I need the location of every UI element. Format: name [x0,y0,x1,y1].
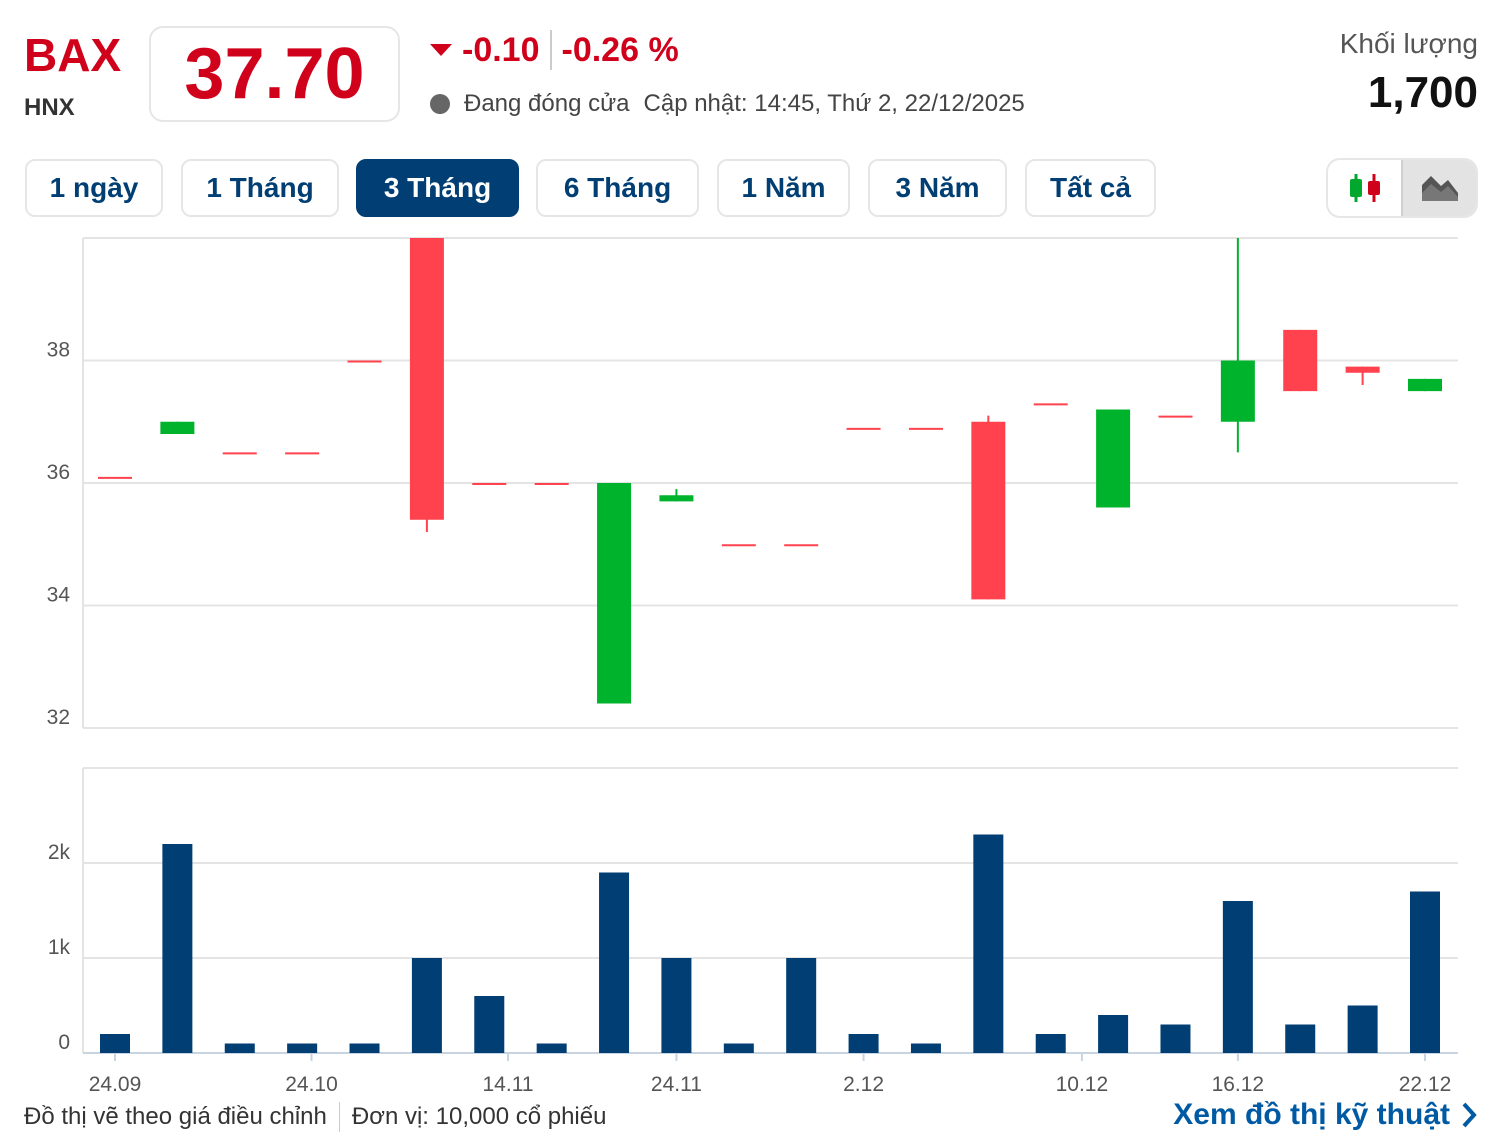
current-price: 37.70 [149,26,400,122]
chart-type-switch [1326,158,1478,218]
y-tick-label: 38 [47,339,70,362]
candle-body [1096,409,1131,508]
candle-body [285,452,320,455]
technical-chart-link[interactable]: Xem đồ thị kỹ thuật [1173,1098,1478,1132]
volume-value: 1,700 [1367,68,1478,117]
x-tick-label: 24.11 [651,1073,702,1096]
volume-tick-label: 2k [48,841,71,864]
x-tick-label: 14.11 [483,1073,534,1096]
volume-bar [287,1043,318,1053]
volume-tick-label: 1k [48,936,71,959]
candle-body [1345,366,1380,373]
candle-body [409,238,444,520]
candle-body [98,476,132,479]
volume-bar [1347,1005,1378,1053]
volume-bar [1410,891,1440,1053]
volume-tick-label: 0 [58,1031,70,1054]
market-status: Đang đóng cửa Cập nhật: 14:45, Thứ 2, 22… [430,90,1025,118]
divider [338,1102,340,1132]
area-chart-icon [1421,176,1458,201]
volume-bar [411,958,442,1053]
candle-body [908,427,943,430]
volume-label: Khối lượng [1339,28,1478,59]
candlestick-button[interactable] [1328,160,1401,216]
volume-bar [1160,1024,1191,1053]
volume-bar [973,834,1004,1053]
tab-period[interactable]: 1 ngày [25,159,163,217]
area-chart-button[interactable] [1401,160,1476,216]
chart-footer: Đồ thị vẽ theo giá điều chỉnh Đơn vị: 10… [24,1102,606,1132]
volume-bar [661,958,692,1053]
chevron-right-icon [1462,1102,1477,1128]
volume-bar [536,1043,567,1053]
tab-period[interactable]: 3 Tháng [356,159,519,217]
volume-bar [786,958,817,1053]
candle-body [659,495,694,502]
volume-bar [349,1043,380,1053]
candle-body [1408,378,1442,392]
candle-body [784,544,819,547]
x-tick-label: 10.12 [1056,1073,1109,1096]
unit-note: Đơn vị: 10,000 cổ phiếu [351,1103,607,1130]
volume-bar [100,1034,130,1053]
change-percent: -0.26 % [561,30,679,69]
x-tick-label: 2.12 [843,1073,884,1096]
volume-bar [723,1043,754,1053]
y-tick-label: 32 [47,706,70,729]
candle-body [1033,403,1068,406]
volume-bar [1285,1024,1316,1053]
candle-body [160,421,195,434]
candle-body [971,421,1006,600]
price-volume-chart: 32 34 36 38 0 1k 2k 24.09 24.10 14.11 24.11 2.12 10.… [47,237,1458,1096]
candle-body [846,427,881,430]
tab-period[interactable]: 3 Năm [868,159,1007,217]
x-tick-label: 16.12 [1212,1073,1265,1096]
volume-bar [599,872,630,1053]
x-tick-label: 22.12 [1399,1073,1452,1096]
divider [549,30,552,70]
volume-bar [848,1034,879,1053]
exchange-label: HNX [24,94,75,121]
candle-body [1283,329,1318,392]
adjusted-price-note: Đồ thị vẽ theo giá điều chỉnh [24,1103,327,1130]
y-tick-label: 34 [47,584,71,607]
volume-bar [1035,1034,1066,1053]
technical-chart-link-label: Xem đồ thị kỹ thuật [1173,1098,1450,1131]
volume-bar [162,844,193,1053]
candle-body [721,544,756,547]
tab-period[interactable]: 6 Tháng [536,159,699,217]
tab-period[interactable]: 1 Năm [717,159,850,217]
candlestick-icon [1349,174,1380,202]
tab-period[interactable]: Tất cả [1025,159,1156,217]
volume-bar [910,1043,941,1053]
volume-bar [474,996,505,1053]
status-text: Đang đóng cửa [464,90,630,117]
change-value: -0.10 [462,30,540,69]
down-arrow-icon [430,44,452,56]
stock-symbol: BAX [24,29,122,81]
x-tick-label: 24.10 [285,1073,338,1096]
status-dot-icon [430,94,450,114]
candle-body [1220,360,1255,422]
x-tick-label: 24.09 [89,1073,142,1096]
update-time: Cập nhật: 14:45, Thứ 2, 22/12/2025 [643,90,1025,117]
candle-body [534,483,569,485]
y-tick-label: 36 [47,461,70,484]
volume-bar [1098,1015,1129,1053]
candle-body [1158,415,1193,418]
candle-body [472,483,507,485]
tab-period[interactable]: 1 Tháng [181,159,339,217]
volume-bar [1222,901,1253,1053]
candle-body [347,360,382,363]
candle-body [222,452,257,455]
candle-body [597,483,632,704]
volume-bar [224,1043,255,1053]
price-change: -0.10 -0.26 % [430,30,679,70]
